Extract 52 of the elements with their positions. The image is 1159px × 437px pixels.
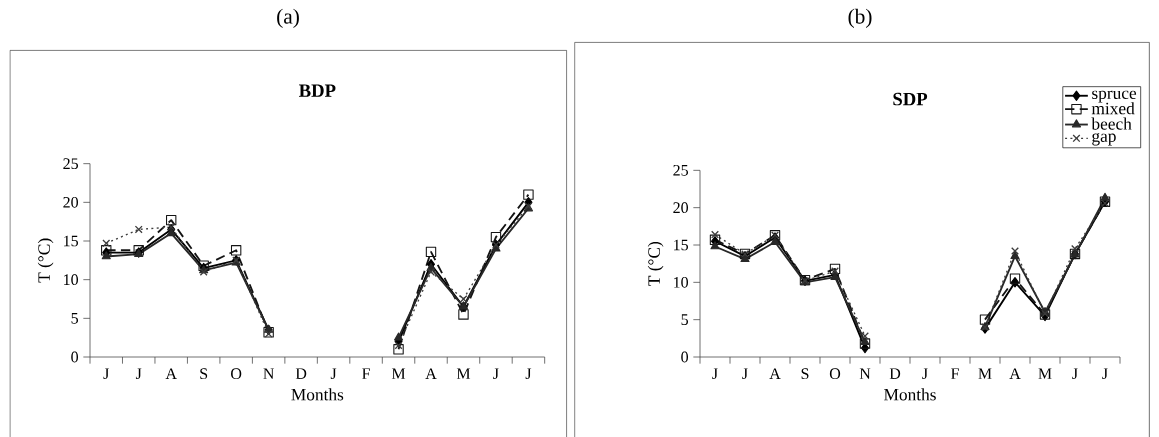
legend-label: beech: [1091, 117, 1132, 130]
x-tick-label: F: [362, 368, 370, 379]
x-tick-label: J: [712, 368, 718, 379]
y-tick-label: 25: [63, 158, 79, 170]
x-tick-label: J: [135, 368, 142, 379]
y-tick-label: 0: [681, 351, 689, 363]
chart-title: SDP: [893, 92, 928, 106]
y-tick-label: 5: [71, 313, 79, 324]
x-tick-label: N: [859, 368, 871, 379]
y-tick-label: 10: [64, 274, 79, 286]
x-tick-label: J: [103, 368, 110, 379]
x-tick-label: M: [978, 368, 992, 379]
x-tick-label: D: [889, 368, 901, 379]
x-tick-label: J: [525, 368, 532, 379]
x-tick-label: J: [742, 368, 748, 379]
x-tick-label: S: [200, 368, 208, 380]
x-tick-label: O: [231, 368, 242, 380]
x-tick-label: J: [1102, 368, 1108, 379]
y-tick-label: 20: [673, 202, 689, 214]
x-tick-label: F: [951, 368, 959, 379]
y-tick-label: 5: [681, 314, 689, 325]
y-axis-title: T (°C): [37, 238, 54, 283]
y-tick-label: 20: [63, 196, 79, 208]
x-tick-label: J: [330, 368, 337, 379]
legend-label: spruce: [1092, 90, 1137, 103]
x-tick-label: M: [456, 368, 471, 379]
x-tick-label: A: [425, 368, 437, 379]
y-tick-label: 0: [71, 351, 79, 363]
y-tick-label: 10: [674, 276, 689, 288]
x-axis-title: Months: [884, 388, 936, 401]
y-axis-title: T (°C): [647, 241, 664, 286]
x-tick-label: S: [801, 368, 809, 380]
text: (a): [277, 8, 299, 28]
y-tick-label: 25: [673, 164, 689, 176]
x-axis-title: Months: [291, 388, 344, 401]
x-tick-label: A: [769, 368, 781, 379]
x-tick-label: M: [1038, 368, 1052, 379]
text: (b): [848, 8, 872, 28]
legend-label: gap: [1092, 132, 1116, 146]
chart-title: BDP: [298, 84, 336, 97]
y-tick-label: 15: [64, 235, 79, 247]
x-tick-label: A: [165, 368, 177, 379]
y-tick-label: 15: [674, 239, 689, 251]
x-tick-label: J: [922, 368, 928, 379]
x-tick-label: A: [1009, 368, 1021, 379]
x-tick-label: M: [391, 368, 406, 379]
x-tick-label: D: [295, 368, 307, 379]
legend-label: mixed: [1091, 102, 1135, 115]
x-tick-label: J: [1072, 368, 1078, 379]
x-tick-label: N: [263, 368, 275, 379]
x-tick-label: J: [493, 368, 499, 379]
x-tick-label: O: [829, 368, 841, 380]
